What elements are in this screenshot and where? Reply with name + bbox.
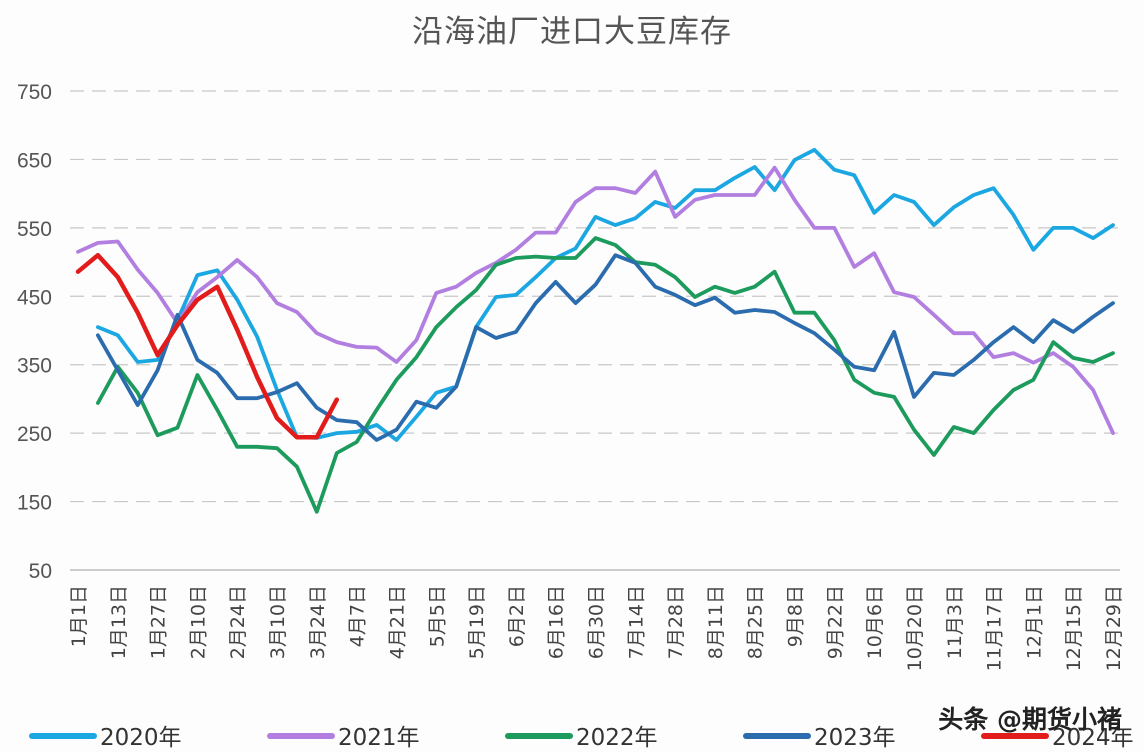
legend-label: 2020年 (100, 725, 182, 751)
y-tick-label: 650 (17, 149, 52, 172)
series-2023年 (96, 253, 1115, 442)
series-line (96, 236, 1115, 514)
series-line (96, 253, 1115, 442)
series-2022年 (96, 236, 1115, 514)
x-tick-label: 5月5日 (426, 585, 448, 647)
x-tick-label: 8月11日 (705, 585, 727, 659)
y-tick-label: 550 (17, 218, 52, 241)
y-tick-label: 50 (29, 560, 52, 583)
y-tick-label: 250 (17, 423, 52, 446)
x-tick-label: 3月10日 (267, 585, 289, 659)
x-tick-label: 3月24日 (307, 585, 329, 659)
chart-title: 沿海油厂进口大豆库存 (412, 14, 732, 50)
x-tick-label: 6月30日 (586, 585, 608, 659)
x-tick-label: 12月29日 (1103, 585, 1125, 671)
x-tick-label: 1月27日 (148, 585, 170, 659)
x-tick-label: 7月14日 (625, 585, 647, 659)
x-tick-label: 9月22日 (824, 585, 846, 659)
x-tick-label: 11月17日 (984, 585, 1006, 671)
x-tick-label: 4月21日 (386, 585, 408, 659)
x-tick-label: 7月28日 (665, 585, 687, 659)
y-tick-label: 450 (17, 286, 52, 309)
x-tick-label: 12月1日 (1023, 585, 1045, 659)
x-tick-label: 4月7日 (347, 585, 369, 647)
x-tick-label: 9月8日 (785, 585, 807, 647)
x-tick-label: 12月15日 (1063, 585, 1085, 671)
y-tick-label: 150 (17, 492, 52, 515)
legend-label: 2024年 (1052, 725, 1134, 751)
series-line (96, 147, 1115, 442)
legend-label: 2022年 (576, 725, 658, 751)
y-tick-label: 750 (17, 81, 52, 104)
x-tick-label: 10月6日 (864, 585, 886, 659)
x-tick-label: 1月13日 (108, 585, 130, 659)
y-tick-label: 350 (17, 355, 52, 378)
legend-label: 2021年 (338, 725, 420, 751)
series-2024年 (75, 252, 340, 440)
series-2021年 (76, 165, 1115, 435)
x-tick-label: 10月20日 (904, 585, 926, 671)
legend-label: 2023年 (814, 725, 896, 751)
x-tick-label: 5月19日 (466, 585, 488, 659)
watermark: 头条 @期货小褚 (938, 705, 1122, 734)
x-tick-label: 1月1日 (68, 585, 90, 647)
x-tick-label: 2月10日 (187, 585, 209, 659)
x-tick-label: 8月25日 (745, 585, 767, 659)
series-line (75, 252, 340, 440)
x-tick-label: 6月2日 (506, 585, 528, 647)
x-tick-label: 6月16日 (546, 585, 568, 659)
x-tick-label: 11月3日 (944, 585, 966, 659)
x-tick-label: 2月24日 (227, 585, 249, 659)
